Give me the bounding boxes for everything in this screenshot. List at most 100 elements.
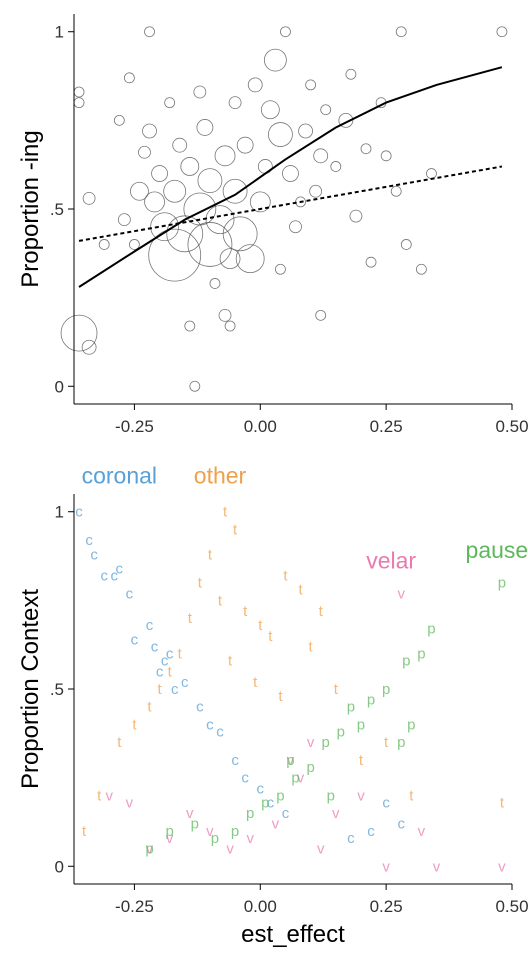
data-point-coronal: c [267, 794, 275, 811]
data-point-other: t [228, 653, 233, 670]
data-point [196, 119, 214, 136]
y-tick-label: 1 [55, 23, 64, 42]
y-axis-label: Proportion -ing [17, 130, 44, 287]
data-point [184, 320, 196, 332]
data-point-velar: v [166, 830, 174, 847]
data-point-velar: v [317, 841, 325, 858]
data-point [151, 165, 168, 182]
data-point [257, 159, 273, 174]
data-point [222, 178, 248, 204]
data-point [313, 148, 329, 164]
data-point [280, 26, 291, 38]
data-point [222, 216, 258, 252]
x-tick-label: -0.25 [115, 417, 154, 436]
data-point [73, 86, 85, 98]
data-point-coronal: c [75, 504, 83, 521]
data-point-coronal: c [116, 560, 124, 577]
data-point-pause: p [261, 794, 269, 811]
data-point [395, 26, 407, 38]
data-point-other: t [309, 638, 314, 655]
smooth-lines [78, 66, 503, 288]
data-point-other: t [359, 752, 364, 769]
data-point-velar: v [105, 787, 113, 804]
data-point-coronal: c [111, 568, 119, 585]
data-point-other: t [198, 575, 203, 592]
data-point-pause: p [367, 692, 375, 709]
data-point-coronal: c [216, 724, 224, 741]
data-point [166, 215, 204, 253]
data-point-pause: p [327, 787, 335, 804]
data-point-coronal: c [397, 816, 405, 833]
data-point [315, 309, 327, 321]
data-point-other: t [147, 699, 152, 716]
data-point [193, 85, 207, 99]
data-point-other: t [178, 646, 183, 663]
data-point-coronal: c [257, 780, 265, 797]
axis-ticks: -0.25 0.00 0.25 0.50 0 .5 1 [50, 23, 528, 436]
data-point [138, 145, 151, 159]
annotation-other: other [194, 462, 247, 488]
data-point [365, 256, 377, 268]
data-point-pause: p [397, 734, 405, 751]
data-point-coronal: c [146, 617, 154, 634]
y-tick-label: 1 [55, 503, 64, 522]
data-point [298, 123, 313, 139]
data-point [123, 72, 135, 84]
x-tick-label: 0.25 [370, 417, 403, 436]
data-point-coronal: c [347, 830, 355, 847]
data-point-velar: v [418, 823, 426, 840]
data-point-pause: p [407, 716, 415, 733]
data-point-other: t [319, 603, 324, 620]
data-point [197, 168, 223, 194]
data-point [330, 161, 342, 172]
data-point-pause: p [382, 681, 390, 698]
data-point-other: t [283, 568, 288, 585]
data-point-coronal: c [126, 585, 134, 602]
data-point-other: t [208, 546, 213, 563]
data-point-velar: v [433, 858, 441, 875]
x-tick-label: -0.25 [115, 897, 154, 916]
x-axis-label: est_effect [241, 921, 345, 948]
x-tick-label: 0.00 [244, 897, 277, 916]
y-tick-label: 0 [55, 857, 64, 876]
data-point [163, 179, 187, 203]
data-point-other: t [253, 674, 258, 691]
data-point-coronal: c [90, 546, 98, 563]
y-tick-label: .5 [50, 680, 64, 699]
data-point-pause: p [322, 734, 330, 751]
context-labels: coronal other velar pause [82, 462, 528, 573]
data-point-pause: p [276, 787, 284, 804]
data-point [81, 339, 97, 355]
data-point [73, 97, 85, 109]
data-point-pause: p [246, 805, 254, 822]
data-point-pause: p [286, 752, 294, 769]
points-layer [60, 26, 508, 392]
smooth-fit-line [78, 66, 503, 288]
data-point [82, 191, 96, 205]
data-point [275, 263, 286, 275]
data-point [209, 278, 221, 289]
data-point-velar: v [146, 841, 154, 858]
data-point [260, 100, 280, 120]
data-point [129, 239, 140, 250]
data-point-coronal: c [206, 716, 214, 733]
data-point-coronal: c [166, 646, 174, 663]
data-point [189, 380, 201, 392]
data-point-velar: v [357, 787, 365, 804]
data-point-velar: v [126, 794, 134, 811]
data-point [180, 157, 200, 176]
data-point [349, 209, 363, 223]
data-point [426, 168, 437, 179]
data-point-pause: p [417, 646, 425, 663]
data-point-velar: v [297, 770, 305, 787]
data-point [219, 248, 241, 270]
data-point [187, 222, 233, 267]
data-point-other: t [158, 681, 163, 698]
data-point-other: t [258, 617, 263, 634]
annotation-coronal: coronal [82, 462, 157, 488]
data-point-coronal: c [156, 663, 164, 680]
data-point [380, 150, 392, 162]
x-tick-label: 0.50 [495, 897, 528, 916]
